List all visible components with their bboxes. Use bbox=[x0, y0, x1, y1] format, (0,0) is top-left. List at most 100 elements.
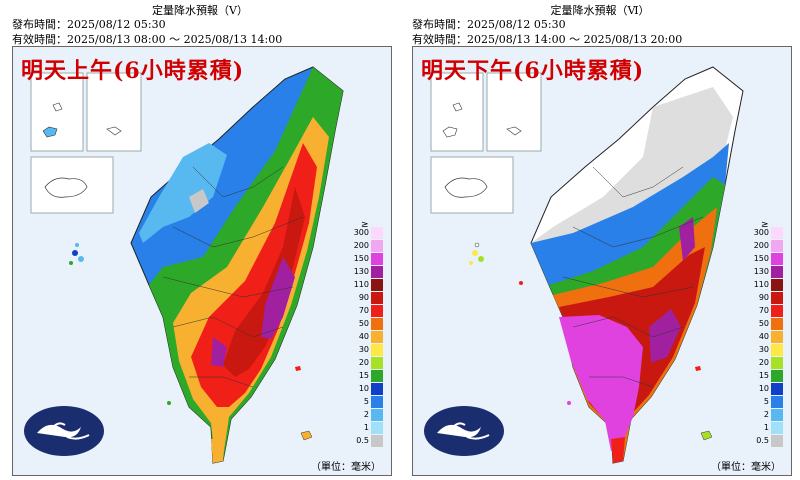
legend-level-label: 15 bbox=[358, 371, 369, 380]
legend-level: 40 bbox=[343, 331, 383, 343]
legend-level-label: 300 bbox=[353, 228, 369, 237]
period-banner: 明天上午(6小時累積) bbox=[21, 58, 245, 84]
unit-label: （單位：毫米） bbox=[711, 462, 781, 473]
legend-swatch bbox=[371, 435, 383, 447]
penghu-islands bbox=[69, 243, 84, 265]
legend-swatch bbox=[371, 240, 383, 252]
legend-swatch bbox=[371, 383, 383, 395]
legend-level: 1 bbox=[743, 422, 783, 434]
legend-swatch bbox=[371, 318, 383, 330]
legend-level: 1 bbox=[343, 422, 383, 434]
inset-frame bbox=[86, 72, 142, 152]
rain-band-150 bbox=[559, 315, 643, 451]
green-island bbox=[295, 366, 301, 371]
legend-swatch bbox=[371, 422, 383, 434]
inset-frame bbox=[30, 72, 84, 152]
panel-title: 定量降水預報（Ⅴ） bbox=[152, 4, 248, 17]
legend-level-label: 50 bbox=[358, 319, 369, 328]
legend-swatch bbox=[371, 305, 383, 317]
legend-level: 90 bbox=[743, 292, 783, 304]
ge-symbol: ≥ bbox=[361, 220, 369, 230]
issue-time: 發布時間：2025/08/12 05:30 bbox=[12, 18, 166, 31]
legend-level: 50 bbox=[743, 318, 783, 330]
legend-swatch bbox=[371, 227, 383, 239]
legend-swatch bbox=[771, 383, 783, 395]
valid-time: 有效時間：2025/08/13 14:00 ～ 2025/08/13 20:00 bbox=[412, 33, 683, 46]
penghu-islands bbox=[469, 242, 523, 285]
inset-island bbox=[442, 126, 458, 138]
legend-level: 130 bbox=[343, 266, 383, 278]
legend-level-label: 70 bbox=[758, 306, 769, 315]
legend-level: 150 bbox=[743, 253, 783, 265]
legend-level: 10 bbox=[343, 383, 383, 395]
rain-band-05 bbox=[189, 189, 209, 213]
forecast-panel-vi: 定量降水預報（Ⅵ） 發布時間：2025/08/12 05:30 有效時間：202… bbox=[404, 0, 796, 480]
legend-level-label: 2 bbox=[763, 410, 769, 419]
rainfall-legend: 300 200 150 130 110 90 70 50 40 30 20 15 10 5 2 1 0.5 bbox=[753, 219, 783, 451]
legend-swatch bbox=[371, 253, 383, 265]
legend-level-label: 300 bbox=[753, 228, 769, 237]
period-banner: 明天下午(6小時累積) bbox=[421, 58, 645, 84]
legend-level-label: 30 bbox=[758, 345, 769, 354]
legend-swatch bbox=[771, 396, 783, 408]
unit-label: （單位：毫米） bbox=[311, 462, 381, 473]
rain-band-90 bbox=[223, 187, 305, 377]
legend-swatch bbox=[771, 227, 783, 239]
cwa-logo bbox=[424, 406, 504, 456]
legend-level: 10 bbox=[743, 383, 783, 395]
cwa-logo bbox=[24, 406, 104, 456]
legend-swatch bbox=[371, 266, 383, 278]
ge-symbol: ≥ bbox=[761, 220, 769, 230]
rain-band-130 bbox=[649, 309, 681, 363]
legend-level: 20 bbox=[343, 357, 383, 369]
legend-swatch bbox=[371, 357, 383, 369]
legend-swatch bbox=[771, 422, 783, 434]
rain-band-70 bbox=[611, 437, 625, 463]
legend-level-label: 90 bbox=[358, 293, 369, 302]
inset-frame bbox=[430, 72, 484, 152]
legend-level-label: 20 bbox=[758, 358, 769, 367]
legend-level: 300 bbox=[743, 227, 783, 239]
legend-level-label: 1 bbox=[763, 423, 769, 432]
legend-level: 130 bbox=[743, 266, 783, 278]
legend-level-label: 5 bbox=[763, 397, 769, 406]
inset-island bbox=[452, 102, 463, 112]
legend-swatch bbox=[771, 357, 783, 369]
legend-swatch bbox=[371, 292, 383, 304]
legend-level: 0.5 bbox=[743, 435, 783, 447]
legend-level: 30 bbox=[743, 344, 783, 356]
issue-time: 發布時間：2025/08/12 05:30 bbox=[412, 18, 566, 31]
liuqiu-island bbox=[567, 401, 571, 405]
inset-island bbox=[444, 177, 488, 198]
valid-time: 有效時間：2025/08/13 08:00 ～ 2025/08/13 14:00 bbox=[12, 33, 283, 46]
rainfall-map: 明天下午(6小時累積) 300 200 150 130 110 90 70 50 40 30 20 1… bbox=[412, 46, 792, 476]
legend-level-label: 1 bbox=[363, 423, 369, 432]
rain-band-130 bbox=[679, 217, 695, 261]
legend-level-label: 200 bbox=[353, 241, 369, 250]
legend-swatch bbox=[371, 331, 383, 343]
legend-swatch bbox=[371, 344, 383, 356]
legend-level: 110 bbox=[743, 279, 783, 291]
legend-level-label: 40 bbox=[358, 332, 369, 341]
legend-level-label: 5 bbox=[363, 397, 369, 406]
inset-island bbox=[42, 126, 58, 138]
forecast-panel-v: 定量降水預報（Ⅴ） 發布時間：2025/08/12 05:30 有效時間：202… bbox=[4, 0, 396, 480]
legend-level-label: 200 bbox=[753, 241, 769, 250]
legend-level: 30 bbox=[343, 344, 383, 356]
legend-swatch bbox=[771, 279, 783, 291]
legend-level-label: 150 bbox=[353, 254, 369, 263]
legend-level-label: 10 bbox=[358, 384, 369, 393]
legend-level: 150 bbox=[343, 253, 383, 265]
legend-level-label: 130 bbox=[353, 267, 369, 276]
rain-band-70 bbox=[191, 143, 317, 407]
legend-level-label: 0.5 bbox=[756, 436, 769, 445]
legend-level: 5 bbox=[343, 396, 383, 408]
legend-level: 5 bbox=[743, 396, 783, 408]
legend-level: 15 bbox=[743, 370, 783, 382]
legend-swatch bbox=[371, 370, 383, 382]
panel-title: 定量降水預報（Ⅵ） bbox=[550, 4, 650, 17]
legend-level-label: 40 bbox=[758, 332, 769, 341]
legend-level: 70 bbox=[343, 305, 383, 317]
legend-level: 15 bbox=[343, 370, 383, 382]
county-boundaries bbox=[562, 166, 704, 388]
